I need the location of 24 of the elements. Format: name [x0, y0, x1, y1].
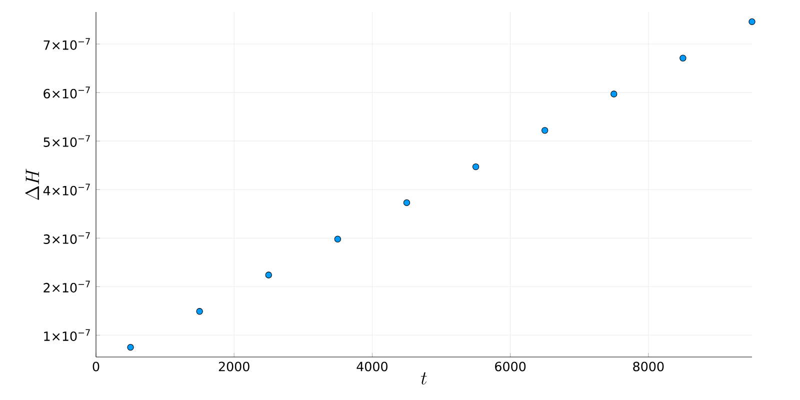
point	[541, 127, 548, 134]
x-tick-label: 2000	[218, 362, 250, 372]
point	[196, 308, 203, 315]
x-tick-label: 6000	[495, 362, 526, 372]
point	[334, 236, 342, 242]
y-tick-label: 5×10$^{−7}$	[44, 135, 90, 147]
x-tick-label: 4000	[356, 362, 388, 372]
point	[610, 90, 618, 98]
y-tick-label: 7×10$^{−7}$	[44, 38, 90, 50]
x-axis-title: $t$	[421, 372, 427, 384]
y-tick-label: 1×10$^{−7}$	[44, 329, 90, 342]
y-tick-label: 6×10$^{−7}$	[44, 86, 90, 98]
y-tick-label: 2×10$^{−7}$	[44, 280, 90, 293]
point	[472, 163, 480, 170]
y-axis-title: $\Delta H$	[25, 168, 39, 200]
x-tick-label: 0	[92, 362, 100, 372]
point	[680, 54, 686, 62]
y-tick-label: 3×10$^{−7}$	[44, 232, 90, 244]
point	[265, 272, 272, 278]
point	[127, 344, 134, 351]
x-tick-label: 8000	[633, 362, 664, 372]
point	[748, 18, 756, 26]
y-tick-label: 4×10$^{−7}$	[43, 184, 90, 196]
point	[403, 199, 410, 206]
